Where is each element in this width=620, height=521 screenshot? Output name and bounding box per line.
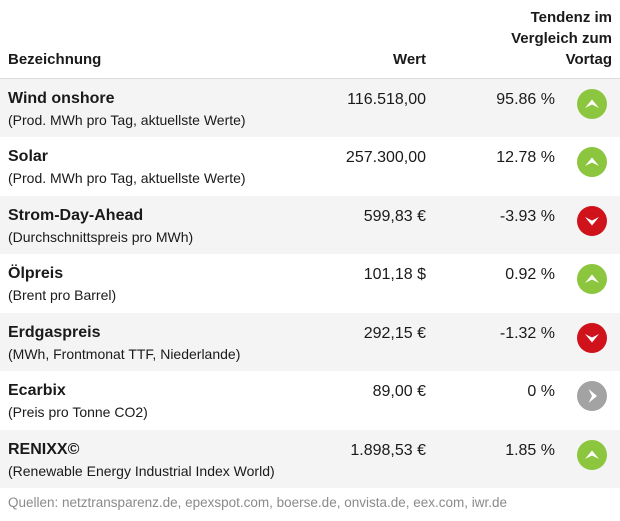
row-title: Solar bbox=[8, 148, 49, 165]
row-name-cell: Solar (Prod. MWh pro Tag, aktuellste Wer… bbox=[0, 137, 330, 196]
row-value: 116.518,00 bbox=[347, 91, 426, 108]
row-subtitle: (Durchschnittspreis pro MWh) bbox=[8, 228, 194, 245]
table-row: Strom-Day-Ahead (Durchschnittspreis pro … bbox=[0, 195, 620, 255]
header-value-cell: Wert Tendenz im Vergleich zum Vortag bbox=[330, 0, 620, 79]
row-name-cell: Strom-Day-Ahead (Durchschnittspreis pro … bbox=[0, 196, 330, 255]
table-header-row: Bezeichnung Wert Tendenz im Vergleich zu… bbox=[0, 0, 620, 79]
arrow-up-icon bbox=[577, 89, 607, 119]
arrow-down-icon bbox=[577, 205, 607, 236]
row-name-cell: Ecarbix (Preis pro Tonne CO2) bbox=[0, 371, 330, 430]
sources-footer: Quellen: netztransparenz.de, epexspot.co… bbox=[8, 495, 508, 510]
row-title: Ecarbix bbox=[8, 382, 66, 399]
row-value: 599,83 € bbox=[363, 207, 426, 225]
row-change: -1.32 % bbox=[499, 324, 555, 342]
row-change: 12.78 % bbox=[496, 149, 555, 166]
row-change: -3.93 % bbox=[499, 207, 555, 225]
table-row: Ölpreis (Brent pro Barrel) 101,18 $ 0.92… bbox=[0, 254, 620, 313]
header-trend-line3: Vortag bbox=[565, 51, 612, 68]
row-subtitle: (Prod. MWh pro Tag, aktuellste Werte) bbox=[8, 170, 246, 186]
row-name-cell: RENIXX© (Renewable Energy Industrial Ind… bbox=[0, 430, 330, 489]
row-value-trend-cell: 116.518,00 95.86 % bbox=[330, 79, 620, 138]
header-name: Bezeichnung bbox=[0, 0, 330, 79]
arrow-up-icon bbox=[577, 147, 607, 177]
row-change: 95.86 % bbox=[496, 91, 555, 108]
header-trend-line1: Tendenz im bbox=[530, 9, 612, 26]
row-name-cell: Erdgaspreis (MWh, Frontmonat TTF, Nieder… bbox=[0, 313, 330, 372]
row-value: 1.898,53 € bbox=[350, 441, 426, 459]
arrow-right-icon bbox=[577, 381, 607, 411]
row-value-trend-cell: 1.898,53 € 1.85 % bbox=[330, 430, 620, 489]
row-value-trend-cell: 257.300,00 12.78 % bbox=[330, 137, 620, 196]
row-value-trend-cell: 89,00 € 0 % bbox=[330, 371, 620, 430]
arrow-up-icon bbox=[577, 264, 607, 294]
row-title: Erdgaspreis bbox=[8, 323, 101, 341]
header-trend-line2: Vergleich zum bbox=[511, 30, 612, 47]
row-value: 89,00 € bbox=[372, 383, 426, 400]
row-title: Ölpreis bbox=[8, 265, 64, 282]
market-table: Bezeichnung Wert Tendenz im Vergleich zu… bbox=[0, 0, 620, 488]
row-change: 0.92 % bbox=[505, 266, 555, 283]
row-name-cell: Ölpreis (Brent pro Barrel) bbox=[0, 254, 330, 313]
table-row: Erdgaspreis (MWh, Frontmonat TTF, Nieder… bbox=[0, 312, 620, 372]
row-title: Wind onshore bbox=[8, 90, 115, 107]
row-value-trend-cell: 599,83 € -3.93 % bbox=[330, 196, 620, 255]
row-change: 0 % bbox=[527, 383, 555, 400]
row-value-trend-cell: 292,15 € -1.32 % bbox=[330, 313, 620, 372]
row-value: 101,18 $ bbox=[363, 266, 426, 283]
header-trend: Tendenz im Vergleich zum Vortag bbox=[511, 7, 612, 70]
row-subtitle: (Renewable Energy Industrial Index World… bbox=[8, 462, 275, 479]
header-value: Wert bbox=[392, 51, 426, 68]
table-row: Ecarbix (Preis pro Tonne CO2) 89,00 € 0 … bbox=[0, 371, 620, 430]
row-title: Strom-Day-Ahead bbox=[8, 206, 144, 224]
table-row: Wind onshore (Prod. MWh pro Tag, aktuell… bbox=[0, 78, 620, 138]
row-title: RENIXX© bbox=[8, 440, 80, 458]
row-subtitle: (Brent pro Barrel) bbox=[8, 287, 117, 303]
row-value-trend-cell: 101,18 $ 0.92 % bbox=[330, 254, 620, 313]
row-subtitle: (Prod. MWh pro Tag, aktuellste Werte) bbox=[8, 112, 246, 128]
row-name-cell: Wind onshore (Prod. MWh pro Tag, aktuell… bbox=[0, 79, 330, 138]
row-subtitle: (Preis pro Tonne CO2) bbox=[8, 404, 148, 420]
row-value: 292,15 € bbox=[363, 324, 426, 342]
arrow-down-icon bbox=[577, 322, 607, 353]
table-row: Solar (Prod. MWh pro Tag, aktuellste Wer… bbox=[0, 137, 620, 196]
row-subtitle: (MWh, Frontmonat TTF, Niederlande) bbox=[8, 345, 241, 362]
arrow-up-icon bbox=[577, 439, 607, 470]
table-row: RENIXX© (Renewable Energy Industrial Ind… bbox=[0, 429, 620, 489]
row-change: 1.85 % bbox=[505, 441, 555, 459]
row-value: 257.300,00 bbox=[345, 149, 426, 166]
